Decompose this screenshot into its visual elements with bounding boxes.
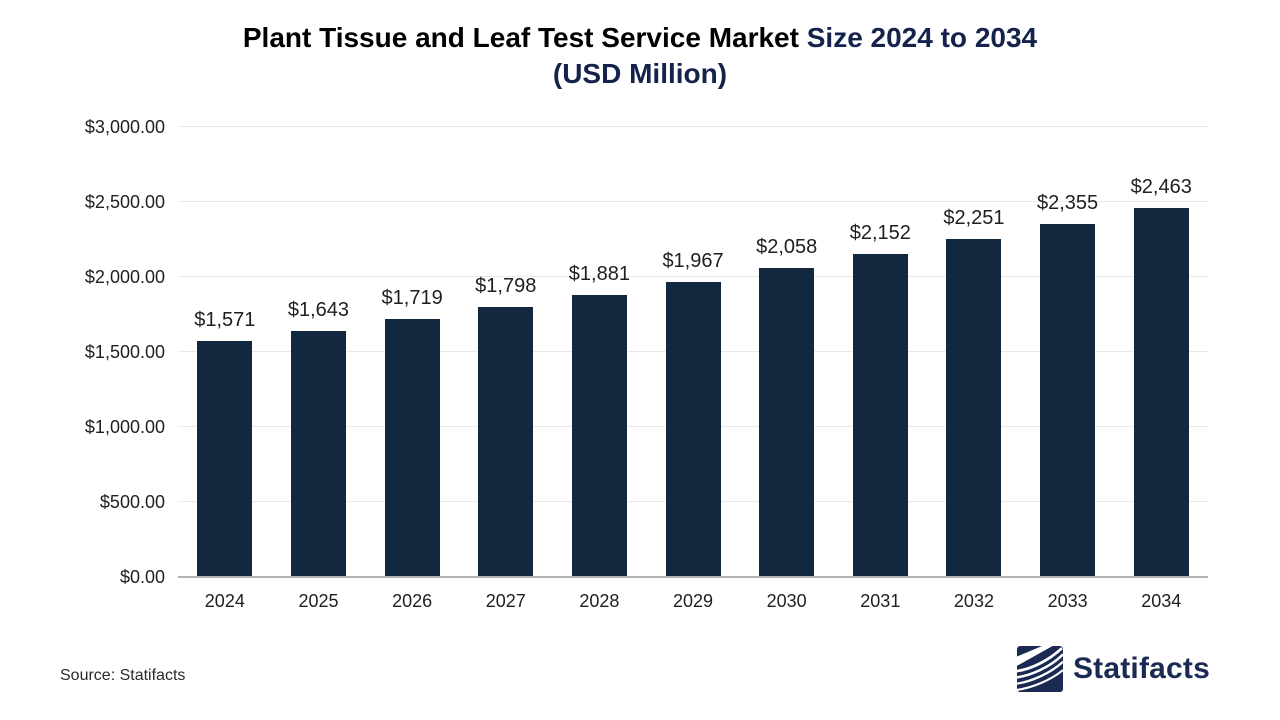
bar-2033 <box>1040 223 1096 577</box>
bar-group-2030: $2,058 <box>740 236 834 577</box>
statifacts-wave-logo-icon <box>1016 646 1063 692</box>
x-tick-label-2025: 2025 <box>298 591 339 611</box>
y-axis: $0.00 $500.00 $1,000.00 $1,500.00 $2,000.00 $… <box>0 117 165 587</box>
x-tick-label-2030: 2030 <box>766 591 807 611</box>
gridline <box>178 201 1208 202</box>
x-tick-label-2026: 2026 <box>392 591 433 611</box>
chart-title-accent: Size 2024 to 2034 <box>806 22 1038 53</box>
x-tick-label-2029: 2029 <box>673 591 714 611</box>
bar-group-2034: $2,463 <box>1114 176 1208 577</box>
y-tick-label: $2,500.00 <box>84 192 165 212</box>
bar-value-label: $2,152 <box>849 222 911 245</box>
bar-2028 <box>571 294 627 577</box>
x-tick-label-2027: 2027 <box>485 591 526 611</box>
bar-value-label: $2,463 <box>1130 175 1192 198</box>
x-tick-label-2032: 2032 <box>953 591 994 611</box>
bar-group-2026: $1,719 <box>365 287 459 577</box>
bar-value-label: $1,719 <box>381 287 443 310</box>
bar-2031 <box>852 254 908 577</box>
bar-2025 <box>290 330 346 577</box>
bar-value-label: $2,355 <box>1037 191 1099 214</box>
bar-2027 <box>478 307 534 577</box>
bar-group-2029: $1,967 <box>646 250 740 577</box>
bar-series: $1,571 $1,643 $1,719 $1,798 $1,881 $1,967 $2,0… <box>178 127 1208 577</box>
y-tick-label: $3,000.00 <box>84 117 165 137</box>
bar-2030 <box>759 268 815 577</box>
plot-area: $1,571 $1,643 $1,719 $1,798 $1,881 $1,967 $2,0… <box>178 126 1208 578</box>
bar-value-label: $1,967 <box>662 250 724 272</box>
bar-2026 <box>384 319 440 577</box>
y-tick-label: $1,000.00 <box>84 417 165 437</box>
source-note: Source: Statifacts <box>60 667 186 684</box>
x-axis: 2024 2025 2026 2027 2028 2029 2030 2031 2032 2033… <box>178 591 1208 612</box>
bar-2029 <box>665 282 721 577</box>
x-axis-line <box>178 576 1208 578</box>
x-tick-label-2028: 2028 <box>579 591 620 611</box>
bar-group-2032: $2,251 <box>927 207 1021 577</box>
bar-value-label: $2,058 <box>756 236 818 259</box>
bar-group-2033: $2,355 <box>1021 192 1115 577</box>
y-tick-label: $1,500.00 <box>84 342 165 362</box>
bar-group-2025: $1,643 <box>272 299 366 577</box>
y-tick-label: $0.00 <box>119 567 165 587</box>
chart-title: Plant Tissue and Leaf Test Service Marke… <box>0 20 1280 92</box>
bar-group-2024: $1,571 <box>178 309 272 577</box>
x-tick-label-2034: 2034 <box>1141 591 1182 611</box>
chart-title-line1: Plant Tissue and Leaf Test Service Marke… <box>0 20 1280 56</box>
x-tick-label-2033: 2033 <box>1047 591 1088 611</box>
bar-2034 <box>1133 207 1189 577</box>
bar-value-label: $1,643 <box>287 298 350 321</box>
bar-value-label: $1,571 <box>194 309 256 332</box>
brand-name: Statifacts <box>1072 652 1210 685</box>
x-tick-label-2031: 2031 <box>860 591 901 611</box>
bar-value-label: $1,798 <box>475 275 537 298</box>
bar-value-label: $2,251 <box>943 207 1005 230</box>
bar-group-2027: $1,798 <box>459 275 553 577</box>
y-tick-label: $2,000.00 <box>84 267 165 287</box>
bar-value-label: $1,881 <box>568 262 630 285</box>
bar-group-2028: $1,881 <box>553 263 647 577</box>
chart-title-line2: (USD Million) <box>552 58 728 89</box>
gridline <box>178 276 1208 277</box>
y-tick-label: $500.00 <box>99 492 165 512</box>
bar-2024 <box>197 341 253 577</box>
gridline <box>178 126 1208 127</box>
x-tick-label-2024: 2024 <box>204 591 245 611</box>
bar-2032 <box>946 239 1002 577</box>
bar-group-2031: $2,152 <box>833 222 927 577</box>
chart-title-primary: Plant Tissue and Leaf Test Service Marke… <box>242 22 807 53</box>
brand-logo: Statifacts <box>1016 646 1210 692</box>
